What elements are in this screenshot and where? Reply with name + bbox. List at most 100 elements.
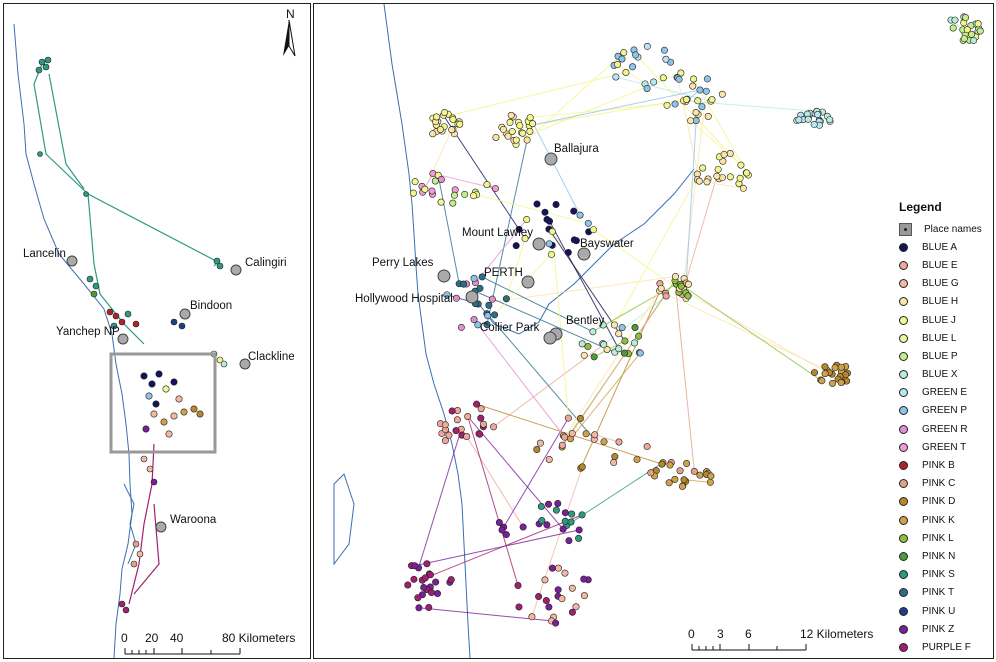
tracking-point <box>429 130 437 138</box>
group-symbol-icon <box>899 497 908 507</box>
legend-item-pink-l: PINK L <box>899 529 991 547</box>
coastline <box>13 23 133 658</box>
tracking-point <box>423 560 431 568</box>
tracking-point <box>650 78 658 86</box>
group-symbol-icon <box>899 242 908 252</box>
tracking-point <box>665 479 673 487</box>
tracking-point <box>488 295 496 303</box>
movement-link <box>505 238 526 299</box>
movement-link <box>594 434 620 443</box>
legend-item-place-names: Place names <box>899 220 991 238</box>
detail-map[interactable]: Ballajura Mount Lawley Bayswater Perry L… <box>313 3 994 659</box>
tracking-point <box>647 469 655 477</box>
group-symbol-icon <box>899 333 908 343</box>
tracking-point <box>600 341 608 349</box>
place-label-clackline: Clackline <box>248 351 295 363</box>
tracking-point <box>427 589 435 597</box>
tracking-point <box>483 181 491 189</box>
tracking-point <box>578 511 586 519</box>
tracking-point <box>726 150 734 158</box>
tracking-point <box>962 14 970 22</box>
place-label-waroona: Waroona <box>170 514 217 526</box>
movement-link <box>549 221 620 349</box>
place-label-perth: PERTH <box>484 267 523 279</box>
place-label-collier-park: Collier Park <box>480 322 540 334</box>
overview-map[interactable]: N Lancelin Calingiri Bindoon Yanchep NP … <box>3 3 311 659</box>
tracking-point <box>558 595 566 603</box>
tracking-point <box>714 165 722 173</box>
tracking-point <box>662 292 670 300</box>
movement-link <box>564 290 661 438</box>
tracking-point <box>441 421 449 429</box>
tracking-point <box>818 377 826 385</box>
movement-link <box>529 117 581 216</box>
tracking-point <box>478 273 486 281</box>
legend-label: GREEN P <box>922 405 968 417</box>
tracking-point <box>512 136 520 144</box>
legend-label: BLUE L <box>922 332 957 344</box>
place-label-perry-lakes: Perry Lakes <box>372 257 434 269</box>
tracking-point <box>736 174 744 182</box>
tracking-point <box>470 274 478 282</box>
tracking-point <box>615 438 623 446</box>
place-marker-icon <box>899 222 912 236</box>
place-label-yanchep-np: Yanchep NP <box>56 326 120 338</box>
group-symbol-icon <box>899 606 908 616</box>
legend-item-green-p: GREEN P <box>899 402 991 420</box>
tracking-point <box>615 345 623 353</box>
tracking-point <box>499 125 507 133</box>
tracking-point <box>663 101 671 109</box>
tracking-point <box>618 55 626 63</box>
tracking-point <box>415 604 423 612</box>
tracking-point <box>477 414 485 422</box>
tracking-point <box>610 459 618 467</box>
tracking-point <box>479 420 487 428</box>
tracking-point <box>837 379 845 387</box>
legend-item-blue-a: BLUE A <box>899 238 991 256</box>
tracking-point <box>963 26 971 34</box>
tracking-point <box>795 116 803 124</box>
tracking-point <box>737 161 745 169</box>
tracking-point <box>671 475 679 483</box>
tracking-point <box>433 113 441 121</box>
group-symbol-icon <box>899 388 908 398</box>
detail-links <box>414 19 964 622</box>
overview-map-canvas: N Lancelin Calingiri Bindoon Yanchep NP … <box>13 7 296 658</box>
tracking-point <box>702 87 710 95</box>
tracking-point <box>620 349 628 357</box>
legend-label: PINK N <box>922 550 956 562</box>
overview-links-south <box>128 443 160 605</box>
tracking-point <box>450 191 458 199</box>
tracking-point <box>694 97 702 105</box>
legend-item-blue-e: BLUE E <box>899 256 991 274</box>
place-label-bentley: Bentley <box>566 315 605 327</box>
tracking-point <box>687 117 695 125</box>
tracking-point <box>578 463 586 471</box>
place-label-calingiri: Calingiri <box>245 257 287 269</box>
legend-item-green-t: GREEN T <box>899 438 991 456</box>
tracking-point <box>575 534 583 542</box>
legend-label: BLUE E <box>922 259 958 271</box>
tracking-point <box>543 521 551 529</box>
tracking-point <box>570 207 578 215</box>
legend-label: BLUE H <box>922 296 959 308</box>
tracking-point <box>804 115 812 123</box>
tracking-point <box>584 343 592 351</box>
detail-scale-tick-3: 3 <box>717 627 724 641</box>
tracking-point <box>718 90 726 98</box>
tracking-point <box>561 569 569 577</box>
tracking-point <box>678 482 686 490</box>
tracking-point <box>974 20 982 28</box>
legend-label: PINK Z <box>922 623 955 635</box>
tracking-point <box>658 460 666 468</box>
tracking-point <box>536 439 544 447</box>
zoom-extent-box <box>109 352 217 454</box>
place-label-lancelin: Lancelin <box>23 248 66 260</box>
tracking-point <box>432 578 440 586</box>
tracking-point <box>575 526 583 534</box>
tracking-point <box>970 36 978 44</box>
tracking-point <box>535 593 543 601</box>
movement-link <box>473 319 566 438</box>
tracking-point <box>821 363 829 371</box>
legend-item-pink-s: PINK S <box>899 566 991 584</box>
